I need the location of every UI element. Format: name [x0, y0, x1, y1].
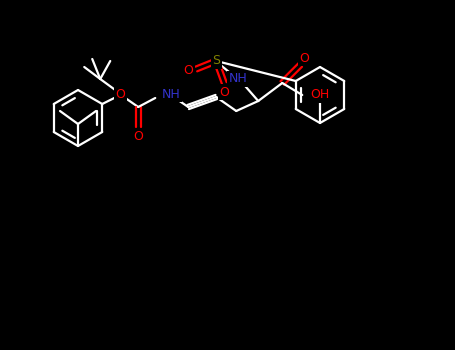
Text: O: O	[183, 64, 193, 77]
Text: O: O	[299, 51, 309, 64]
Text: O: O	[219, 85, 229, 98]
Text: O: O	[115, 88, 125, 100]
Text: S: S	[212, 55, 220, 68]
Text: OH: OH	[310, 89, 329, 101]
Text: NH: NH	[162, 88, 181, 100]
Text: O: O	[133, 130, 143, 142]
Text: NH: NH	[229, 72, 248, 85]
